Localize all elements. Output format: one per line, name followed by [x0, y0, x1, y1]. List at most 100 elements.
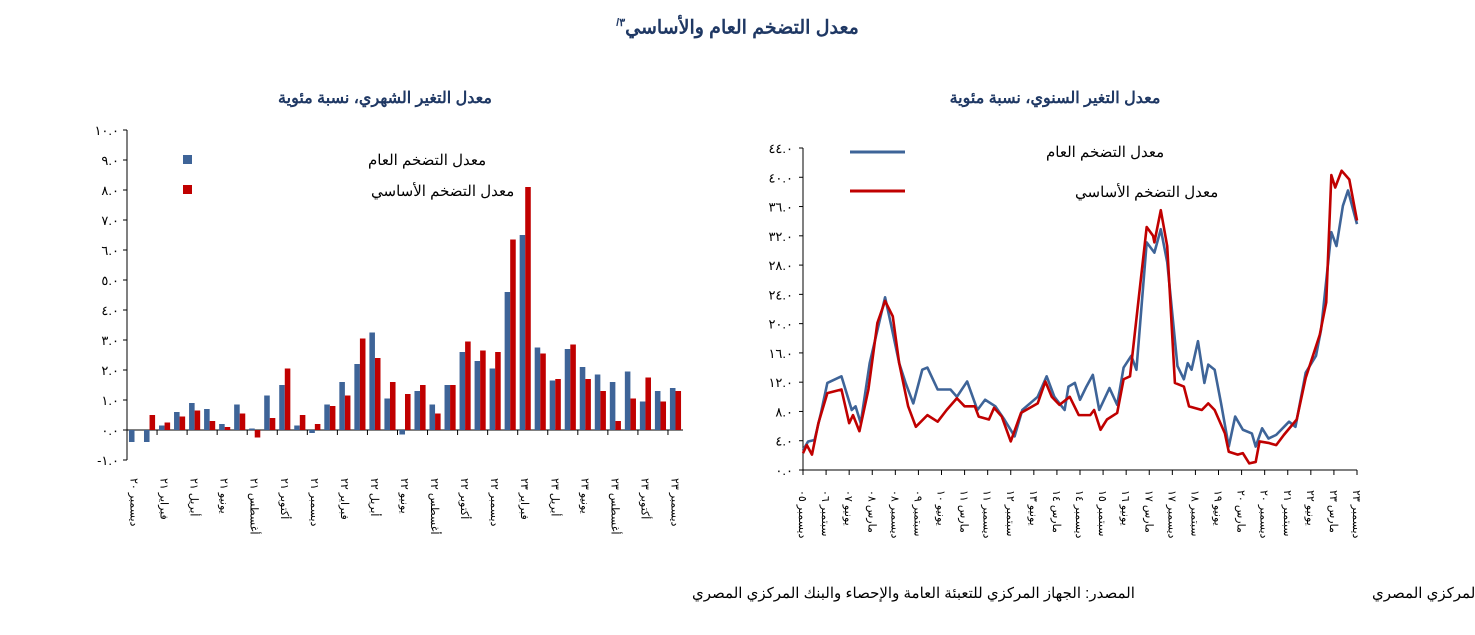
core-bar: [314, 424, 321, 430]
main-title-text: معدل التضخم العام والأساسي: [625, 17, 859, 39]
x-tick-label: ديسمبر ٠٨: [888, 490, 900, 539]
y-tick-label: ٥.٠: [101, 273, 119, 288]
y-tick-label: ٦.٠: [101, 243, 119, 258]
headline-bar: [294, 425, 300, 430]
core-inflation-line: [801, 169, 1359, 465]
headline-inflation-line: [801, 189, 1359, 451]
headline-bar: [579, 367, 586, 430]
core-bar: [540, 353, 546, 430]
core-bar: [194, 410, 201, 430]
core-bar: [329, 406, 336, 430]
x-tick-label: أغسطس ٢٣: [608, 478, 622, 535]
y-tick-label: ١٠.٠: [94, 123, 119, 138]
core-bar: [239, 413, 246, 430]
headline-bar: [128, 430, 135, 442]
legend-headline-swatch: [183, 155, 192, 164]
core-bar: [555, 379, 561, 430]
x-tick-label: يونيو ٢١: [218, 478, 230, 514]
monthly-source-note: المصدر: الجهاز المركزي للتعبئة العامة وا…: [692, 585, 1135, 602]
y-tick-label: ٢٠.٠: [768, 317, 793, 332]
x-tick-label: يونيو ١٦: [1119, 490, 1131, 526]
x-tick-label: مارس ٢٣: [1327, 490, 1339, 533]
core-bar: [600, 391, 606, 430]
x-tick-label: ديسمبر ٢١: [308, 478, 320, 527]
y-tick-label: ٠.٠: [101, 423, 119, 438]
x-tick-label: أكتوبر ٢١: [278, 478, 292, 519]
x-tick-label: مارس ١٤: [1050, 490, 1062, 533]
headline-bar: [474, 361, 481, 430]
x-tick-label: سبتمبر ١٨: [1188, 490, 1200, 537]
core-bar: [209, 421, 216, 430]
core-bar: [374, 358, 381, 430]
core-bar: [164, 422, 171, 430]
x-tick-label: سبتمبر ١٥: [1096, 490, 1108, 537]
core-bar: [284, 368, 291, 430]
x-tick-label: أكتوبر ٢٢: [458, 478, 472, 519]
x-tick-label: يونيو ٢٣: [578, 478, 590, 514]
headline-bar: [504, 292, 511, 430]
headline-bar: [669, 388, 676, 430]
x-tick-label: ديسمبر ٢٢: [488, 478, 500, 527]
headline-bar: [189, 403, 195, 430]
y-tick-label: ٤.٠: [775, 434, 793, 449]
x-tick-label: أبريل ٢٣: [548, 478, 562, 516]
core-bar: [359, 338, 366, 430]
x-tick-label: فبراير ٢٣: [518, 478, 530, 520]
core-bar: [149, 415, 156, 430]
headline-bar: [309, 430, 315, 433]
x-tick-label: سبتمبر ١٢: [1004, 490, 1016, 537]
core-bar: [480, 350, 486, 430]
headline-bar: [444, 385, 451, 430]
legend-core-swatch: [183, 185, 192, 194]
core-bar: [660, 401, 667, 430]
y-tick-label: ٣٦.٠: [768, 200, 793, 215]
y-tick-label: ١٢.٠: [768, 375, 793, 390]
y-tick-label: ٢.٠: [101, 363, 119, 378]
x-tick-label: ديسمبر ٢٠: [1258, 490, 1270, 539]
core-bar: [585, 379, 591, 430]
headline-bar: [339, 382, 345, 430]
x-tick-label: ديسمبر ٢٠: [128, 478, 140, 527]
core-bar: [224, 427, 231, 430]
core-bar: [525, 187, 531, 430]
x-tick-label: ديسمبر ١١: [981, 490, 993, 539]
headline-bar: [249, 428, 255, 430]
x-tick-label: مارس ١١: [958, 490, 970, 533]
y-tick-label: ٤.٠: [101, 303, 119, 318]
y-tick-label: ٤٤.٠: [768, 141, 793, 156]
y-tick-label: ١.٠: [101, 393, 119, 408]
headline-bar: [429, 404, 436, 430]
headline-bar: [354, 364, 360, 430]
x-tick-label: مارس ٢٠: [1235, 490, 1247, 533]
y-tick-label: ٩.٠: [101, 153, 119, 168]
x-tick-label: أغسطس ٢١: [248, 478, 262, 535]
core-bar: [269, 418, 276, 430]
y-tick-label: ٠.٠: [775, 463, 793, 478]
headline-bar: [639, 401, 646, 430]
headline-bar: [279, 385, 285, 430]
y-tick-label: ٧.٠: [101, 213, 119, 228]
x-tick-label: سبتمبر ٠٦: [819, 490, 831, 537]
headline-bar: [459, 352, 466, 430]
headline-bar: [594, 374, 601, 430]
y-tick-label: ١٦.٠: [768, 346, 793, 361]
core-bar: [510, 239, 516, 430]
annual-source-note: المصدر: الجهاز المركزي للتعبئة العامة وا…: [1372, 585, 1475, 602]
headline-bar: [384, 398, 390, 430]
core-bar: [179, 416, 186, 430]
x-tick-label: يونيو ٢٢: [398, 478, 410, 514]
core-bar: [465, 341, 471, 430]
headline-bar: [534, 347, 541, 430]
x-tick-label: يونيو ١٠: [935, 490, 947, 526]
core-bar: [435, 413, 441, 430]
x-tick-label: فبراير ٢١: [158, 478, 170, 520]
x-tick-label: أبريل ٢١: [188, 478, 202, 516]
legend-core-label: معدل التضخم الأساسي: [1075, 183, 1218, 201]
headline-bar: [264, 395, 270, 430]
core-bar: [254, 430, 261, 438]
headline-bar: [549, 380, 556, 430]
headline-bar: [219, 424, 225, 430]
legend-headline-label: معدل التضخم العام: [1046, 144, 1164, 161]
x-tick-label: مارس ١٧: [1142, 490, 1154, 533]
headline-bar: [234, 404, 240, 430]
